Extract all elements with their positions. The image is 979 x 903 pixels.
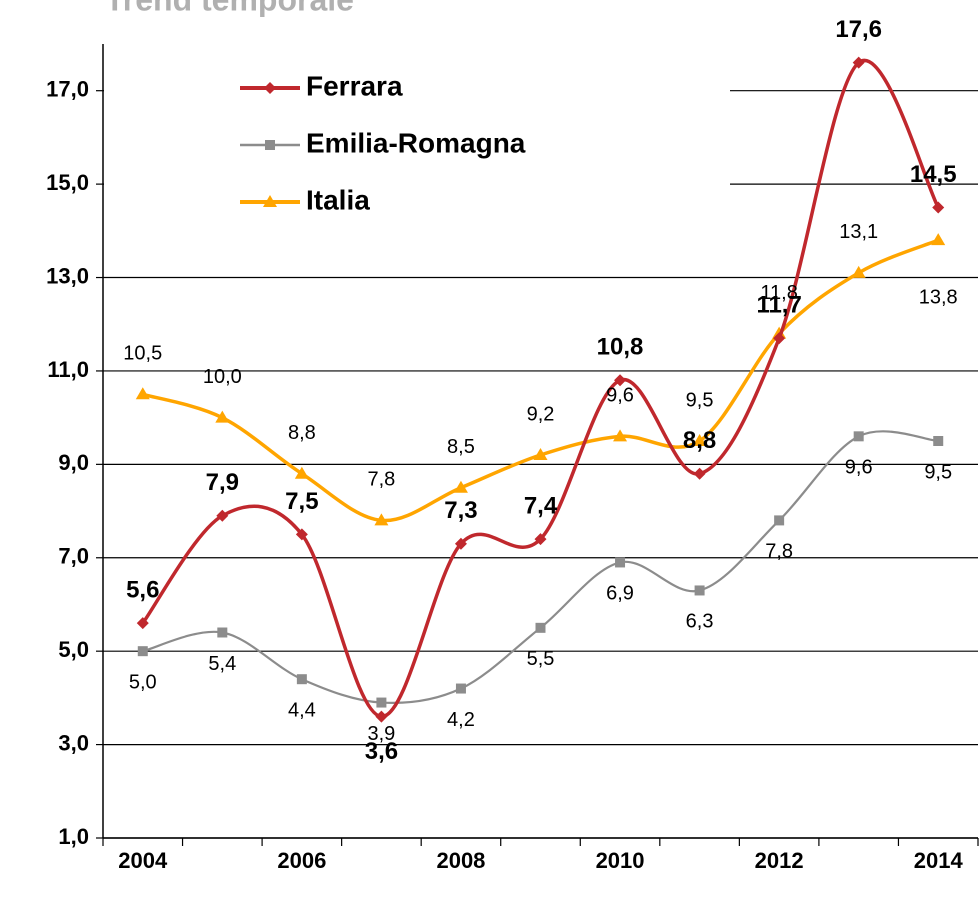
legend-box bbox=[104, 45, 730, 231]
data-point bbox=[294, 466, 309, 479]
data-point bbox=[454, 537, 467, 550]
data-label: 5,4 bbox=[208, 653, 236, 675]
data-point bbox=[534, 533, 547, 546]
data-label: 8,8 bbox=[288, 422, 316, 444]
data-label: 4,2 bbox=[447, 709, 475, 731]
data-point bbox=[613, 429, 628, 442]
data-label: 9,2 bbox=[527, 403, 555, 425]
data-point bbox=[773, 332, 786, 345]
data-point bbox=[376, 697, 387, 708]
data-label: 8,5 bbox=[447, 436, 475, 458]
data-point bbox=[453, 480, 468, 493]
data-point bbox=[853, 431, 864, 442]
x-tick-label: 2012 bbox=[755, 848, 804, 873]
y-tick-label: 3,0 bbox=[58, 730, 89, 755]
data-point bbox=[296, 674, 307, 685]
data-label: 7,9 bbox=[206, 469, 239, 496]
legend-marker bbox=[265, 140, 275, 150]
y-tick-label: 5,0 bbox=[58, 637, 89, 662]
data-point bbox=[136, 617, 149, 630]
data-label: 7,5 bbox=[285, 488, 318, 515]
data-label: 5,0 bbox=[129, 671, 157, 693]
data-label: 6,3 bbox=[686, 611, 714, 633]
data-point bbox=[135, 387, 150, 400]
data-label: 3,6 bbox=[365, 738, 398, 765]
data-label: 13,1 bbox=[839, 221, 878, 243]
y-tick-label: 13,0 bbox=[46, 263, 89, 288]
data-point bbox=[933, 436, 944, 446]
data-point bbox=[692, 434, 707, 446]
data-point bbox=[932, 201, 945, 214]
data-label: 7,8 bbox=[765, 541, 793, 563]
data-point bbox=[774, 515, 785, 526]
data-label: 10,0 bbox=[203, 366, 242, 388]
data-point bbox=[455, 683, 466, 694]
data-label: 7,3 bbox=[444, 497, 477, 524]
data-label: 13,8 bbox=[919, 286, 958, 308]
data-point bbox=[137, 646, 148, 657]
y-tick-label: 15,0 bbox=[46, 170, 89, 195]
data-point bbox=[615, 557, 626, 568]
data-label: 10,5 bbox=[123, 343, 162, 365]
data-point bbox=[614, 374, 627, 387]
data-point bbox=[693, 467, 706, 480]
data-point bbox=[295, 528, 308, 541]
data-label: 9,5 bbox=[686, 389, 714, 411]
x-tick-label: 2008 bbox=[436, 848, 485, 873]
y-tick-label: 11,0 bbox=[47, 357, 89, 382]
data-label: 17,6 bbox=[835, 16, 882, 43]
chart-title: Trend temporale bbox=[105, 0, 354, 17]
data-point bbox=[694, 585, 705, 596]
data-label: 4,4 bbox=[288, 699, 316, 721]
legend-label: Ferrara bbox=[306, 70, 403, 101]
y-tick-label: 17,0 bbox=[46, 77, 89, 102]
data-point bbox=[215, 410, 230, 423]
x-tick-label: 2004 bbox=[118, 848, 168, 873]
data-point bbox=[851, 265, 866, 278]
y-tick-label: 9,0 bbox=[58, 450, 89, 475]
data-label: 5,6 bbox=[126, 576, 159, 603]
data-label: 6,9 bbox=[606, 583, 634, 605]
data-label: 7,4 bbox=[524, 492, 558, 519]
x-tick-label: 2010 bbox=[596, 848, 645, 873]
data-label: 9,5 bbox=[924, 461, 952, 483]
data-point bbox=[375, 710, 388, 723]
data-label: 11,7 bbox=[756, 292, 801, 319]
data-label: 14,5 bbox=[910, 161, 957, 188]
data-point bbox=[931, 233, 946, 246]
data-label: 7,8 bbox=[368, 469, 396, 491]
data-label: 11,8 bbox=[760, 282, 797, 304]
data-point bbox=[852, 56, 865, 69]
data-point bbox=[217, 627, 228, 638]
data-label: 8,8 bbox=[683, 427, 716, 454]
y-tick-label: 7,0 bbox=[58, 544, 89, 569]
data-point bbox=[374, 513, 389, 526]
data-point bbox=[216, 509, 229, 522]
x-tick-label: 2014 bbox=[914, 848, 964, 873]
y-tick-label: 1,0 bbox=[58, 824, 89, 849]
data-label: 5,5 bbox=[527, 648, 555, 670]
data-point bbox=[535, 622, 546, 633]
legend-marker bbox=[263, 195, 277, 207]
legend-label: Italia bbox=[306, 184, 370, 215]
x-tick-label: 2006 bbox=[277, 848, 326, 873]
data-point bbox=[533, 448, 548, 461]
data-label: 9,6 bbox=[845, 457, 873, 479]
series-line bbox=[142, 238, 939, 523]
data-label: 10,8 bbox=[597, 334, 644, 361]
legend-marker bbox=[264, 82, 276, 94]
legend-label: Emilia-Romagna bbox=[306, 127, 526, 158]
data-label: 3,9 bbox=[368, 723, 396, 745]
data-label: 9,6 bbox=[606, 385, 634, 407]
